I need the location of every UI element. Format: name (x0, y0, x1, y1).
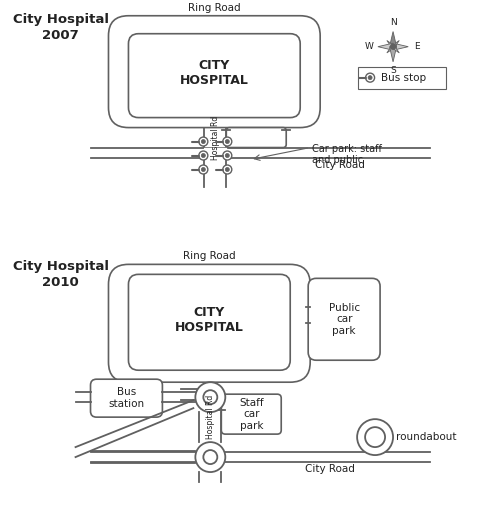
Polygon shape (378, 43, 393, 50)
Text: Ring Road: Ring Road (188, 3, 240, 13)
Polygon shape (392, 40, 399, 48)
Text: N: N (390, 18, 396, 27)
Text: roundabout: roundabout (396, 432, 457, 442)
FancyBboxPatch shape (308, 279, 380, 360)
Polygon shape (392, 46, 399, 53)
Text: Hospital Rd: Hospital Rd (206, 395, 215, 439)
Circle shape (357, 419, 393, 455)
Text: Hospital Rd: Hospital Rd (211, 115, 220, 160)
Circle shape (225, 154, 229, 158)
FancyBboxPatch shape (128, 34, 300, 118)
FancyBboxPatch shape (358, 67, 446, 89)
Circle shape (368, 76, 372, 80)
Circle shape (203, 390, 217, 404)
Circle shape (223, 165, 232, 174)
Circle shape (365, 427, 385, 447)
Circle shape (223, 151, 232, 160)
Circle shape (199, 151, 208, 160)
Circle shape (201, 140, 205, 143)
Circle shape (199, 137, 208, 146)
Circle shape (225, 167, 229, 172)
Text: Bus stop: Bus stop (381, 73, 426, 82)
Circle shape (199, 165, 208, 174)
Polygon shape (389, 32, 396, 47)
FancyBboxPatch shape (221, 394, 281, 434)
Text: Bus
station: Bus station (108, 388, 144, 409)
Text: S: S (390, 66, 396, 75)
FancyBboxPatch shape (226, 127, 286, 147)
Text: E: E (414, 42, 420, 51)
Text: Public
car
park: Public car park (328, 303, 360, 336)
Polygon shape (393, 43, 408, 50)
Text: City Hospital
2007: City Hospital 2007 (13, 13, 109, 42)
Circle shape (201, 167, 205, 172)
Circle shape (195, 382, 225, 412)
Text: City Road: City Road (315, 160, 365, 169)
FancyBboxPatch shape (91, 379, 162, 417)
Text: City Road: City Road (305, 464, 355, 474)
Text: Staff
car
park: Staff car park (239, 397, 264, 431)
FancyBboxPatch shape (109, 16, 320, 127)
Circle shape (203, 450, 217, 464)
Text: W: W (365, 42, 374, 51)
FancyBboxPatch shape (128, 274, 290, 370)
Polygon shape (387, 40, 394, 48)
Polygon shape (389, 47, 396, 62)
Polygon shape (387, 46, 394, 53)
Text: Ring Road: Ring Road (183, 251, 235, 261)
Circle shape (223, 137, 232, 146)
Text: CITY
HOSPITAL: CITY HOSPITAL (180, 59, 249, 87)
Text: City Hospital
2010: City Hospital 2010 (13, 261, 109, 289)
Circle shape (390, 44, 395, 49)
Circle shape (195, 442, 225, 472)
FancyBboxPatch shape (109, 264, 310, 382)
Text: Car park: staff
and public: Car park: staff and public (312, 143, 382, 165)
Circle shape (225, 140, 229, 143)
Circle shape (201, 154, 205, 158)
Text: CITY
HOSPITAL: CITY HOSPITAL (175, 306, 244, 334)
Circle shape (366, 73, 375, 82)
